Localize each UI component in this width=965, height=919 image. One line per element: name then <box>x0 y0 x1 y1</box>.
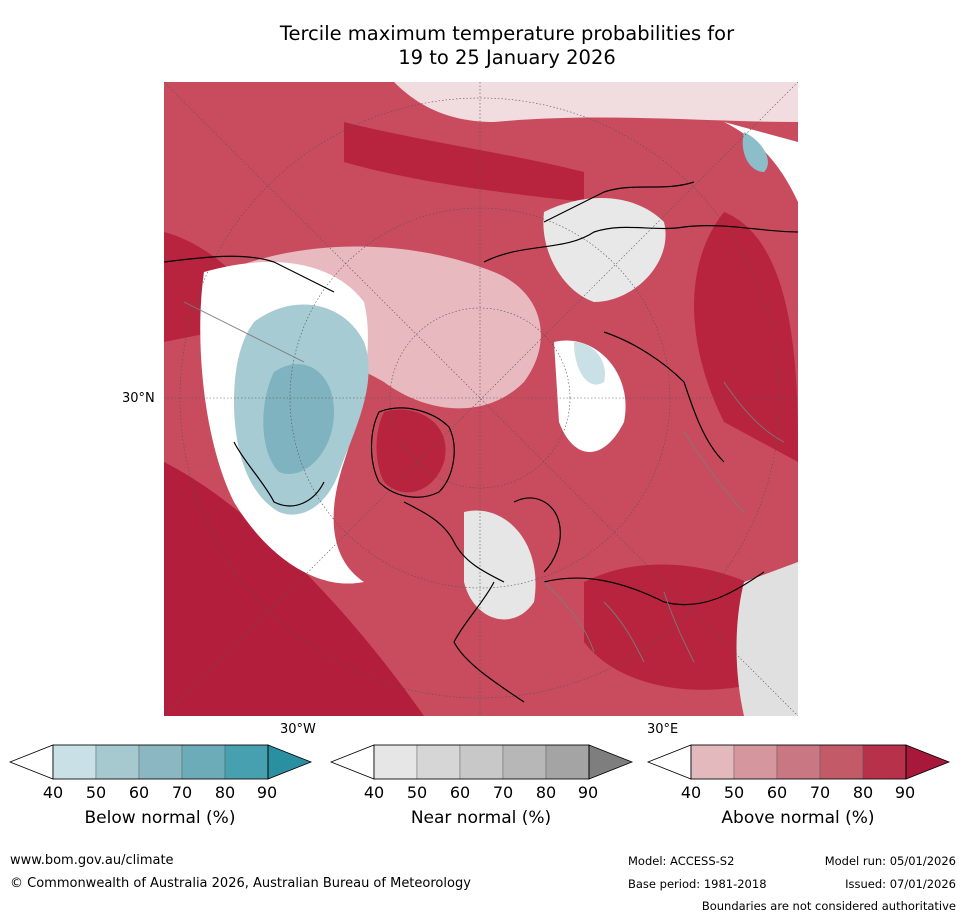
colorbar-title-near: Near normal (%) <box>410 808 552 828</box>
map-title: Tercile maximum temperature probabilitie… <box>160 22 854 70</box>
tick-near-50: 50 <box>406 783 428 802</box>
tick-below-50: 50 <box>85 783 107 802</box>
website-link[interactable]: www.bom.gov.au/climate <box>10 853 174 868</box>
tick-near-80: 80 <box>535 783 557 802</box>
colorbar-bin <box>416 744 461 780</box>
colorbar-bin <box>502 744 547 780</box>
tick-above-90: 90 <box>894 783 916 802</box>
colorbar-bin <box>690 744 735 780</box>
colorbar-bin <box>373 744 418 780</box>
issued-text: Issued: 07/01/2026 <box>845 877 956 891</box>
colorbar-bin <box>138 744 183 780</box>
tick-near-40: 40 <box>363 783 385 802</box>
colorbar-bin <box>819 744 864 780</box>
tick-above-70: 70 <box>809 783 831 802</box>
colorbar-frame <box>373 744 590 780</box>
lat-label-30n: 30°N <box>122 391 155 406</box>
colorbar-bin <box>545 744 590 780</box>
colorbar-bin <box>862 744 907 780</box>
colorbar-above-normal <box>646 744 951 780</box>
colorbar-bin <box>224 744 269 780</box>
tick-above-50: 50 <box>723 783 745 802</box>
tick-below-90: 90 <box>256 783 278 802</box>
tick-below-70: 70 <box>171 783 193 802</box>
lon-label-30w: 30°W <box>280 722 316 737</box>
tick-below-80: 80 <box>214 783 236 802</box>
model-run-text: Model run: 05/01/2026 <box>824 854 956 868</box>
colorbar-near-normal <box>329 744 634 780</box>
colorbar-bin <box>95 744 140 780</box>
colorbar-frame <box>690 744 907 780</box>
base-period-text: Base period: 1981-2018 <box>628 877 767 891</box>
title-line-1: Tercile maximum temperature probabilitie… <box>279 22 735 45</box>
colorbar-extend-high <box>905 744 951 780</box>
colorbar-frame <box>52 744 269 780</box>
colorbar-extend-low <box>8 744 54 780</box>
title-line-2: 19 to 25 January 2026 <box>398 46 616 69</box>
colorbar-bin <box>733 744 778 780</box>
colorbar-bin <box>459 744 504 780</box>
colorbar-extend-low <box>329 744 375 780</box>
colorbar-extend-low <box>646 744 692 780</box>
colorbar-title-below: Below normal (%) <box>84 808 236 828</box>
colorbar-extend-high <box>588 744 634 780</box>
colorbar-bin <box>776 744 821 780</box>
tick-near-60: 60 <box>449 783 471 802</box>
colorbar-title-above: Above normal (%) <box>721 808 875 828</box>
tick-above-80: 80 <box>852 783 874 802</box>
tick-below-60: 60 <box>128 783 150 802</box>
colorbar-bin <box>52 744 97 780</box>
tick-above-40: 40 <box>680 783 702 802</box>
tick-near-90: 90 <box>577 783 599 802</box>
tick-near-70: 70 <box>492 783 514 802</box>
probability-map-graphic <box>164 82 798 716</box>
disclaimer-text: Boundaries are not considered authoritat… <box>701 899 956 913</box>
tick-below-40: 40 <box>42 783 64 802</box>
polar-map <box>164 82 798 716</box>
tick-above-60: 60 <box>766 783 788 802</box>
colorbar-extend-high <box>267 744 313 780</box>
copyright-text: © Commonwealth of Australia 2026, Austra… <box>10 876 471 891</box>
model-text: Model: ACCESS-S2 <box>628 854 735 868</box>
colorbar-near-normal-graphic <box>329 744 634 780</box>
colorbar-above-normal-graphic <box>646 744 951 780</box>
lon-label-30e: 30°E <box>647 722 679 737</box>
colorbar-below-normal-graphic <box>8 744 313 780</box>
colorbar-bin <box>181 744 226 780</box>
colorbar-below-normal <box>8 744 313 780</box>
